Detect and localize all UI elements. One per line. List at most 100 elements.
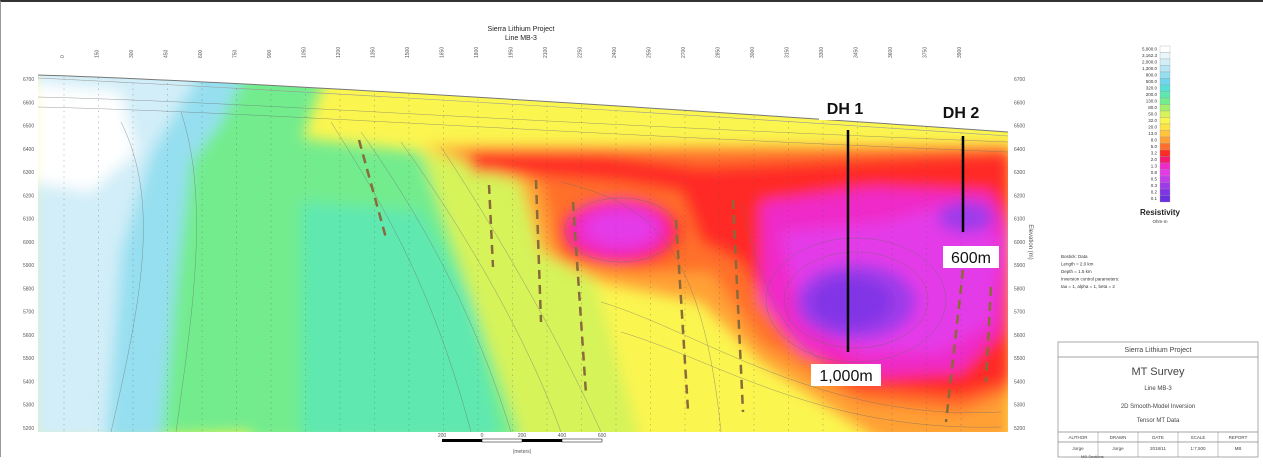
legend-swatch	[1159, 45, 1171, 53]
drillhole-dh1-label: DH 1	[827, 101, 864, 118]
right-tick-label: 6600	[1014, 100, 1025, 106]
param-line: Inversion control parameters:	[1061, 277, 1119, 282]
tb-survey: MT Survey	[1132, 366, 1185, 378]
section-title: Sierra Lithium Project	[488, 26, 555, 33]
legend-unit: Ohm-m	[1153, 219, 1168, 224]
legend-value: 80.0	[1148, 105, 1157, 110]
legend-value: 0.5	[1151, 177, 1158, 182]
right-tick-label: 6400	[1014, 147, 1025, 153]
left-elevation-ticks: 6700 6600 6500 6400 6300 6200 6100 6000 5900 5800…	[23, 77, 34, 432]
legend-value: 130.0	[1146, 99, 1158, 104]
top-tick-label: 3900	[957, 47, 963, 58]
legend-value: 0.1	[1151, 196, 1158, 201]
legend-value: 500.0	[1146, 79, 1158, 84]
legend-value: 50.0	[1148, 112, 1157, 117]
right-tick-label: 5500	[1014, 356, 1025, 362]
legend-value: 0.8	[1151, 170, 1158, 175]
top-tick-label: 2250	[578, 47, 584, 58]
scale-label: 400	[558, 433, 567, 439]
tb-cell: 2018/11	[1150, 446, 1166, 451]
top-tick-label: 150	[95, 49, 101, 58]
tb-cell: Jorge	[1072, 446, 1084, 451]
legend-swatch	[1159, 78, 1171, 86]
tb-data: Tensor MT Data	[1137, 418, 1180, 424]
legend-swatch	[1159, 91, 1171, 99]
right-tick-label: 5300	[1014, 403, 1025, 409]
legend-value: 1,300.0	[1142, 66, 1158, 71]
right-tick-label: 5400	[1014, 379, 1025, 385]
top-tick-label: 1200	[336, 47, 342, 58]
top-tick-label: 1650	[440, 47, 446, 58]
legend-swatch	[1159, 182, 1171, 190]
left-tick-label: 5400	[23, 379, 34, 385]
legend-value: 2.0	[1151, 157, 1158, 162]
right-tick-label: 6700	[1014, 77, 1025, 83]
left-tick-label: 6400	[23, 147, 34, 153]
tb-header: DATE	[1152, 435, 1164, 440]
left-tick-label: 6500	[23, 124, 34, 130]
legend-value: 0.2	[1151, 190, 1158, 195]
legend-value: 0.3	[1151, 183, 1158, 188]
left-tick-label: 5200	[23, 426, 34, 432]
legend-swatch	[1159, 110, 1171, 118]
tb-header: AUTHOR	[1069, 435, 1089, 440]
legend-swatch	[1159, 175, 1171, 183]
legend-value: 3,162.3	[1142, 53, 1158, 58]
top-tick-label: 2700	[681, 47, 687, 58]
param-line: Depth = 1.5 km	[1061, 269, 1092, 274]
right-tick-label: 5800	[1014, 286, 1025, 292]
scale-label: 0	[481, 433, 484, 439]
legend-swatch	[1159, 58, 1171, 66]
legend-swatch	[1159, 149, 1171, 157]
legend-swatch	[1159, 71, 1171, 79]
right-tick-label: 6000	[1014, 240, 1025, 246]
left-tick-label: 5700	[23, 310, 34, 316]
top-tick-label: 1350	[371, 47, 377, 58]
top-tick-label: 750	[233, 49, 239, 58]
right-tick-label: 5200	[1014, 426, 1025, 432]
top-tick-label: 600	[198, 49, 204, 58]
legend-swatch	[1159, 52, 1171, 60]
legend-value: 2,000.0	[1142, 60, 1158, 65]
drillhole-dh1: DH 1 1,000m	[811, 96, 881, 386]
top-tick-label: 3600	[888, 47, 894, 58]
scale-bar: 200 0 200 400 600 (meters)	[438, 433, 607, 455]
legend-value: 800.0	[1146, 73, 1158, 78]
top-tick-label: 1950	[509, 47, 515, 58]
right-tick-label: 6500	[1014, 124, 1025, 130]
right-tick-label: 5600	[1014, 333, 1025, 339]
drillhole-dh1-depth: 1,000m	[819, 368, 872, 385]
param-line: Bostick: Data	[1061, 254, 1088, 259]
legend-value: 20.0	[1148, 125, 1157, 130]
title-block: Sierra Lithium Project MT Survey Line MB…	[1057, 341, 1259, 459]
legend-swatch	[1159, 130, 1171, 138]
scale-label: 200	[518, 433, 527, 439]
left-tick-label: 5500	[23, 356, 34, 362]
left-tick-label: 6000	[23, 240, 34, 246]
left-tick-label: 5900	[23, 263, 34, 269]
legend-swatch	[1159, 169, 1171, 177]
top-tick-label: 2850	[716, 47, 722, 58]
topographic-surface	[37, 74, 1009, 133]
tb-header: DRAWN	[1110, 435, 1127, 440]
top-tick-label: 3300	[819, 47, 825, 58]
legend-swatch	[1159, 97, 1171, 105]
scale-unit: (meters)	[513, 449, 532, 455]
tb-cell: MB	[1235, 446, 1242, 451]
elevation-axis-label: Elevation (m)	[1027, 224, 1033, 259]
top-tick-label: 450	[164, 49, 170, 58]
legend-value: 32.0	[1148, 118, 1157, 123]
legend-swatch	[1159, 195, 1171, 203]
top-tick-label: 3750	[923, 47, 929, 58]
legend-value: 200.0	[1146, 92, 1158, 97]
left-tick-label: 5800	[23, 286, 34, 292]
right-tick-label: 5700	[1014, 310, 1025, 316]
tb-header: REPORT	[1229, 435, 1248, 440]
left-tick-label: 6100	[23, 217, 34, 223]
scale-label: 200	[438, 433, 447, 439]
right-tick-label: 6100	[1014, 217, 1025, 223]
tb-line: Line MB-3	[1144, 386, 1172, 392]
interpreted-faults	[357, 139, 993, 423]
inversion-parameters: Bostick: Data Length = 2.0 km Depth = 1.5 …	[1061, 254, 1119, 289]
